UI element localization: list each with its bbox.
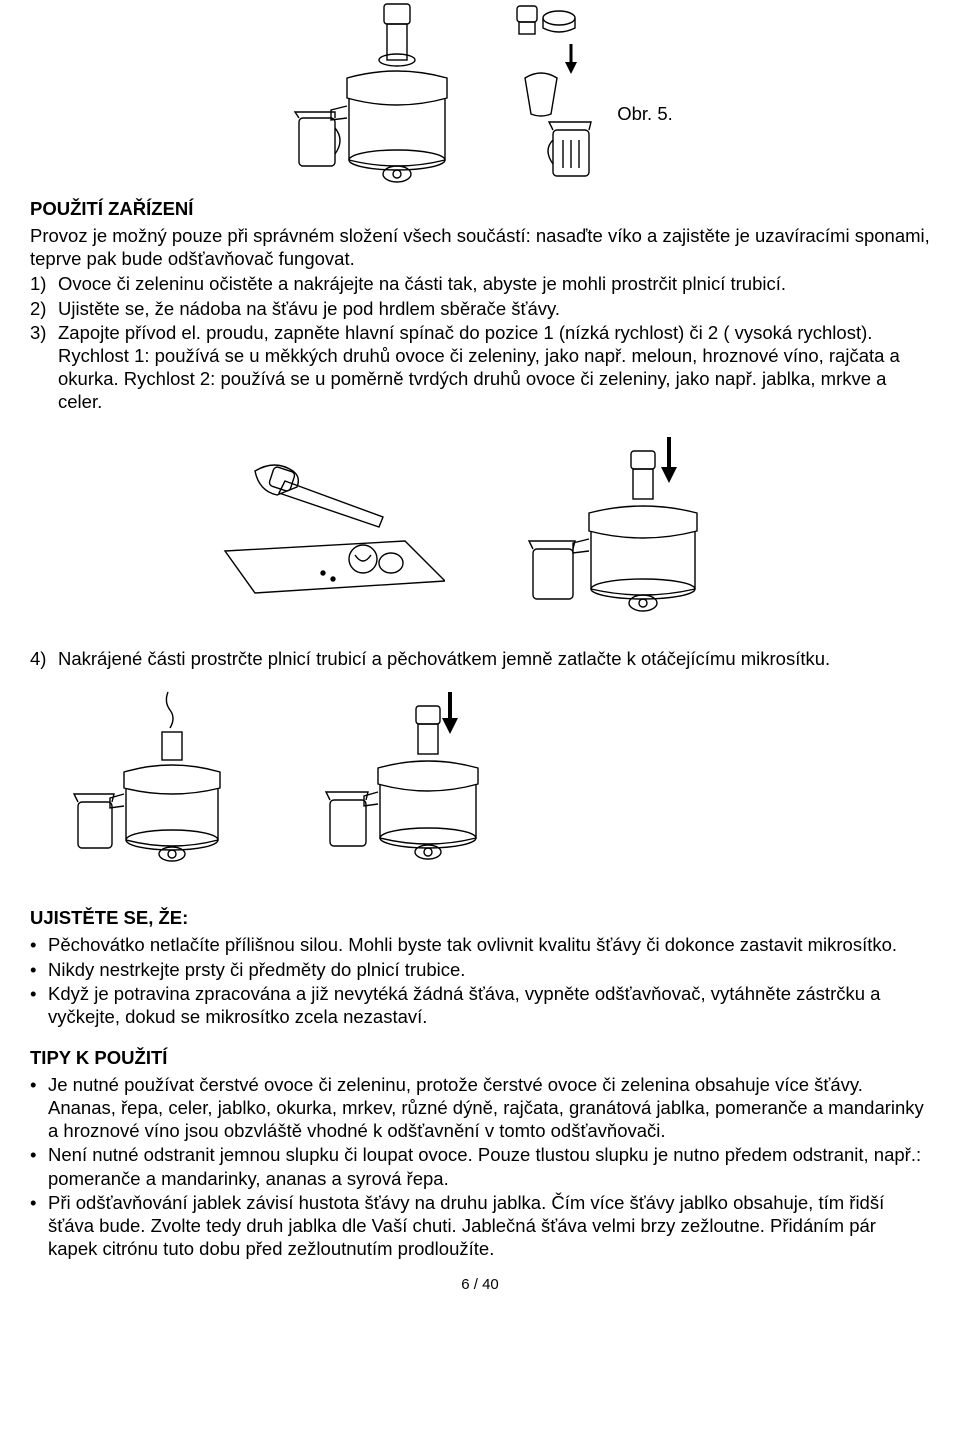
figure-top-row: Obr. 5. <box>30 0 930 195</box>
page-sep: / <box>470 1276 483 1293</box>
steps-list: 1)Ovoce či zeleninu očistěte a nakrájejt… <box>30 272 930 413</box>
list-item: Pěchovátko netlačíte přílišnou silou. Mo… <box>30 933 930 956</box>
step-text: Zapojte přívod el. proudu, zapněte hlavn… <box>58 321 930 414</box>
tip-item: Není nutné odstranit jemnou slupku či lo… <box>48 1143 930 1189</box>
juicer-with-arrow-icon <box>505 431 745 621</box>
juicer-steam-icon <box>70 688 270 868</box>
step-number: 1) <box>30 272 58 295</box>
ensure-heading: UJISTĚTE SE, ŽE: <box>30 906 930 929</box>
tips-heading: TIPY K POUŽITÍ <box>30 1046 930 1069</box>
tips-list: Je nutné používat čerstvé ovoce či zelen… <box>30 1073 930 1260</box>
steps-list-cont: 4)Nakrájené části prostrčte plnicí trubi… <box>30 647 930 670</box>
figure-mid-row <box>30 431 930 621</box>
step-text: Nakrájené části prostrčte plnicí trubicí… <box>58 647 930 670</box>
step-text: Ujistěte se, že nádoba na šťávu je pod h… <box>58 297 930 320</box>
figure-label: Obr. 5. <box>617 102 673 195</box>
list-item: Nikdy nestrkejte prsty či předměty do pl… <box>30 958 930 981</box>
ensure-item: Když je potravina zpracována a již nevyt… <box>48 982 930 1028</box>
intro-paragraph: Provoz je možný pouze při správném slože… <box>30 224 930 270</box>
tip-item: Při odšťavňování jablek závisí hustota š… <box>48 1191 930 1260</box>
list-item: Při odšťavňování jablek závisí hustota š… <box>30 1191 930 1260</box>
list-item: 3)Zapojte přívod el. proudu, zapněte hla… <box>30 321 930 414</box>
tip-item: Je nutné používat čerstvé ovoce či zelen… <box>48 1073 930 1142</box>
juicer-push-arrow-icon <box>320 688 530 868</box>
page-current: 6 <box>461 1276 469 1293</box>
list-item: 4)Nakrájené části prostrčte plnicí trubi… <box>30 647 930 670</box>
ensure-item: Nikdy nestrkejte prsty či předměty do pl… <box>48 958 930 981</box>
ensure-list: Pěchovátko netlačíte přílišnou silou. Mo… <box>30 933 930 1028</box>
list-item: 2)Ujistěte se, že nádoba na šťávu je pod… <box>30 297 930 320</box>
juicer-parts-icon <box>507 0 597 195</box>
cutting-fruit-icon <box>215 441 445 611</box>
page-number: 6 / 40 <box>30 1276 930 1295</box>
figure-mid-row-2 <box>70 688 930 868</box>
juicer-assembly-icon <box>287 0 487 195</box>
step-number: 4) <box>30 647 58 670</box>
list-item: 1)Ovoce či zeleninu očistěte a nakrájejt… <box>30 272 930 295</box>
list-item: Když je potravina zpracována a již nevyt… <box>30 982 930 1028</box>
section-heading-usage: POUŽITÍ ZAŘÍZENÍ <box>30 197 930 220</box>
step-number: 3) <box>30 321 58 414</box>
ensure-item: Pěchovátko netlačíte přílišnou silou. Mo… <box>48 933 930 956</box>
list-item: Není nutné odstranit jemnou slupku či lo… <box>30 1143 930 1189</box>
step-text: Ovoce či zeleninu očistěte a nakrájejte … <box>58 272 930 295</box>
list-item: Je nutné používat čerstvé ovoce či zelen… <box>30 1073 930 1142</box>
page-total: 40 <box>482 1276 499 1293</box>
step-number: 2) <box>30 297 58 320</box>
